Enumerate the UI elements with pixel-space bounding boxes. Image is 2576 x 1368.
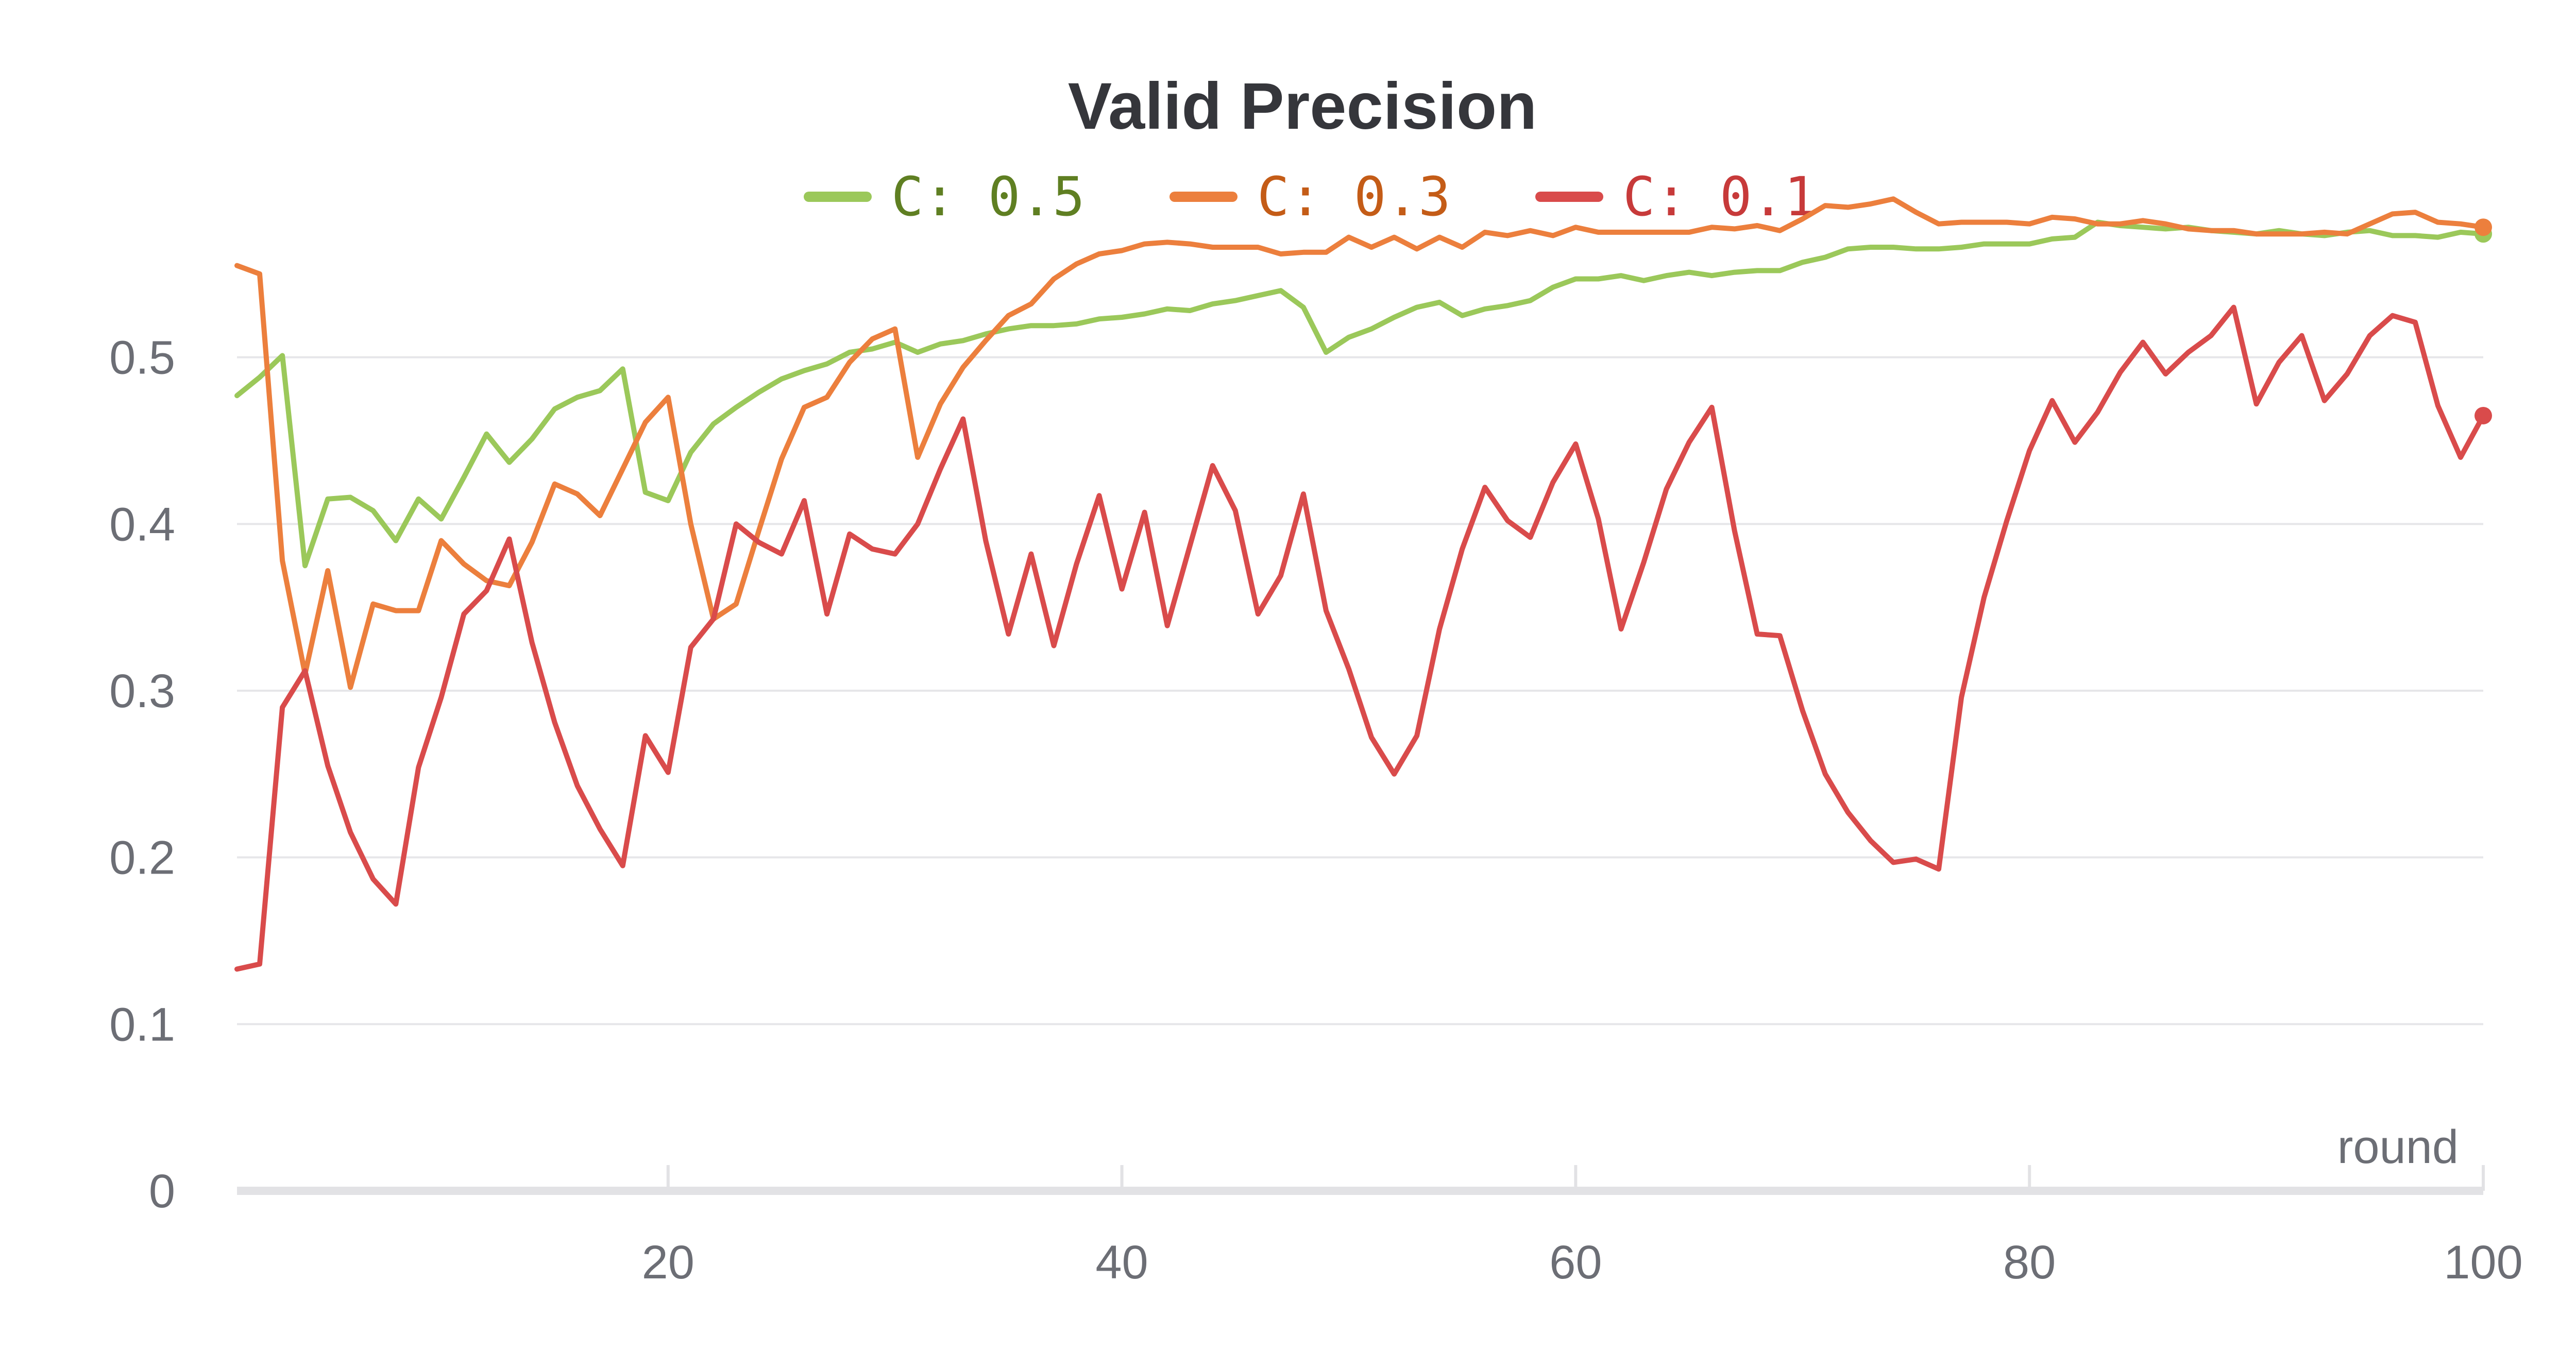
series-line-c-0-5 — [234, 219, 2486, 569]
legend-label-c-0-5: C: 0.5 — [891, 165, 1085, 228]
legend-item-c-0-5[interactable]: C: 0.5 — [804, 165, 1085, 228]
x-tick-label: 60 — [1549, 1236, 1602, 1289]
x-tick-label: 20 — [642, 1236, 694, 1289]
y-tick-label: 0.2 — [109, 832, 175, 884]
x-axis-label: round — [2337, 1121, 2459, 1173]
series-line-c-0-1 — [234, 304, 2486, 972]
x-tick-label: 100 — [2444, 1236, 2523, 1289]
y-tick-label: 0.4 — [109, 498, 175, 551]
legend: C: 0.5 C: 0.3 C: 0.1 — [804, 165, 1817, 228]
series-endpoint-c-0-1 — [2475, 406, 2492, 424]
x-axis-ticks: 20 40 60 80 100 — [642, 1165, 2523, 1289]
y-tick-label: 0.5 — [109, 332, 175, 384]
y-tick-label: 0.1 — [109, 998, 175, 1051]
y-tick-label: 0 — [149, 1165, 175, 1218]
legend-label-c-0-1: C: 0.1 — [1623, 165, 1817, 228]
x-tick-label: 80 — [2003, 1236, 2056, 1289]
legend-item-c-0-1[interactable]: C: 0.1 — [1535, 165, 1817, 228]
grid — [237, 356, 2483, 1025]
chart-title: Valid Precision — [1068, 70, 1537, 143]
y-tick-label: 0.3 — [109, 665, 175, 717]
series-lines — [234, 196, 2492, 972]
legend-label-c-0-3: C: 0.3 — [1257, 165, 1451, 228]
legend-item-c-0-3[interactable]: C: 0.3 — [1170, 165, 1451, 228]
series-line-c-0-3 — [234, 196, 2486, 690]
x-tick-label: 40 — [1095, 1236, 1148, 1289]
y-axis-ticks: 0 0.1 0.2 0.3 0.4 0.5 — [109, 332, 175, 1218]
series-endpoint-c-0-3 — [2475, 218, 2492, 236]
